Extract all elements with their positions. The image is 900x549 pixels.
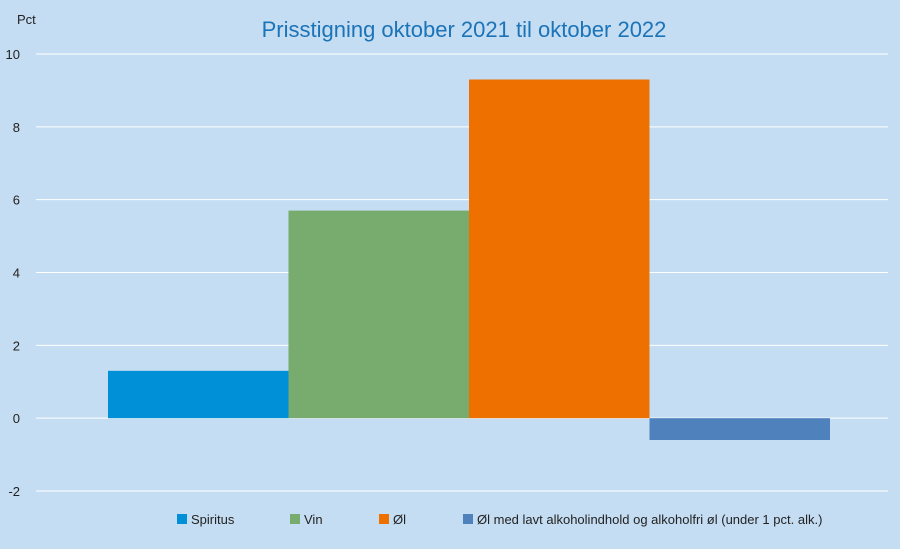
legend: Spiritus Vin Øl Øl med lavt alkoholindhold …	[177, 512, 822, 527]
legend-swatch	[463, 514, 473, 524]
legend-label: Øl med lavt alkoholindhold og alkoholfri…	[477, 512, 822, 527]
y-axis-unit-label: Pct	[17, 12, 36, 27]
legend-swatch	[290, 514, 300, 524]
y-tick-label: 2	[13, 338, 20, 353]
bar-3	[469, 79, 650, 419]
y-tick-label: 0	[13, 411, 20, 426]
bar-4	[649, 418, 830, 441]
y-tick-label: 6	[13, 193, 20, 208]
y-axis-ticks: -2 0 2 4 6 8 10	[6, 47, 20, 499]
legend-label: Vin	[304, 512, 323, 527]
bar-1	[108, 370, 289, 419]
y-tick-label: 8	[13, 120, 20, 135]
legend-label: Spiritus	[191, 512, 235, 527]
y-tick-label: 10	[6, 47, 20, 62]
chart-title: Prisstigning oktober 2021 til oktober 20…	[262, 17, 667, 42]
legend-swatch	[379, 514, 389, 524]
bars	[108, 79, 830, 441]
y-tick-label: -2	[8, 484, 20, 499]
legend-swatch	[177, 514, 187, 524]
bar-2	[288, 210, 469, 419]
y-tick-label: 4	[13, 266, 20, 281]
legend-label: Øl	[393, 512, 406, 527]
